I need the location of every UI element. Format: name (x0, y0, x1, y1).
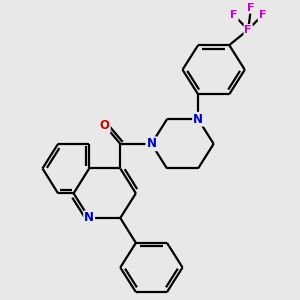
Text: N: N (193, 113, 203, 126)
Text: F: F (244, 25, 252, 35)
Text: N: N (146, 137, 156, 150)
Text: O: O (100, 119, 110, 132)
Text: F: F (259, 10, 266, 20)
Text: N: N (84, 212, 94, 224)
Text: F: F (247, 3, 255, 13)
Text: F: F (230, 10, 238, 20)
